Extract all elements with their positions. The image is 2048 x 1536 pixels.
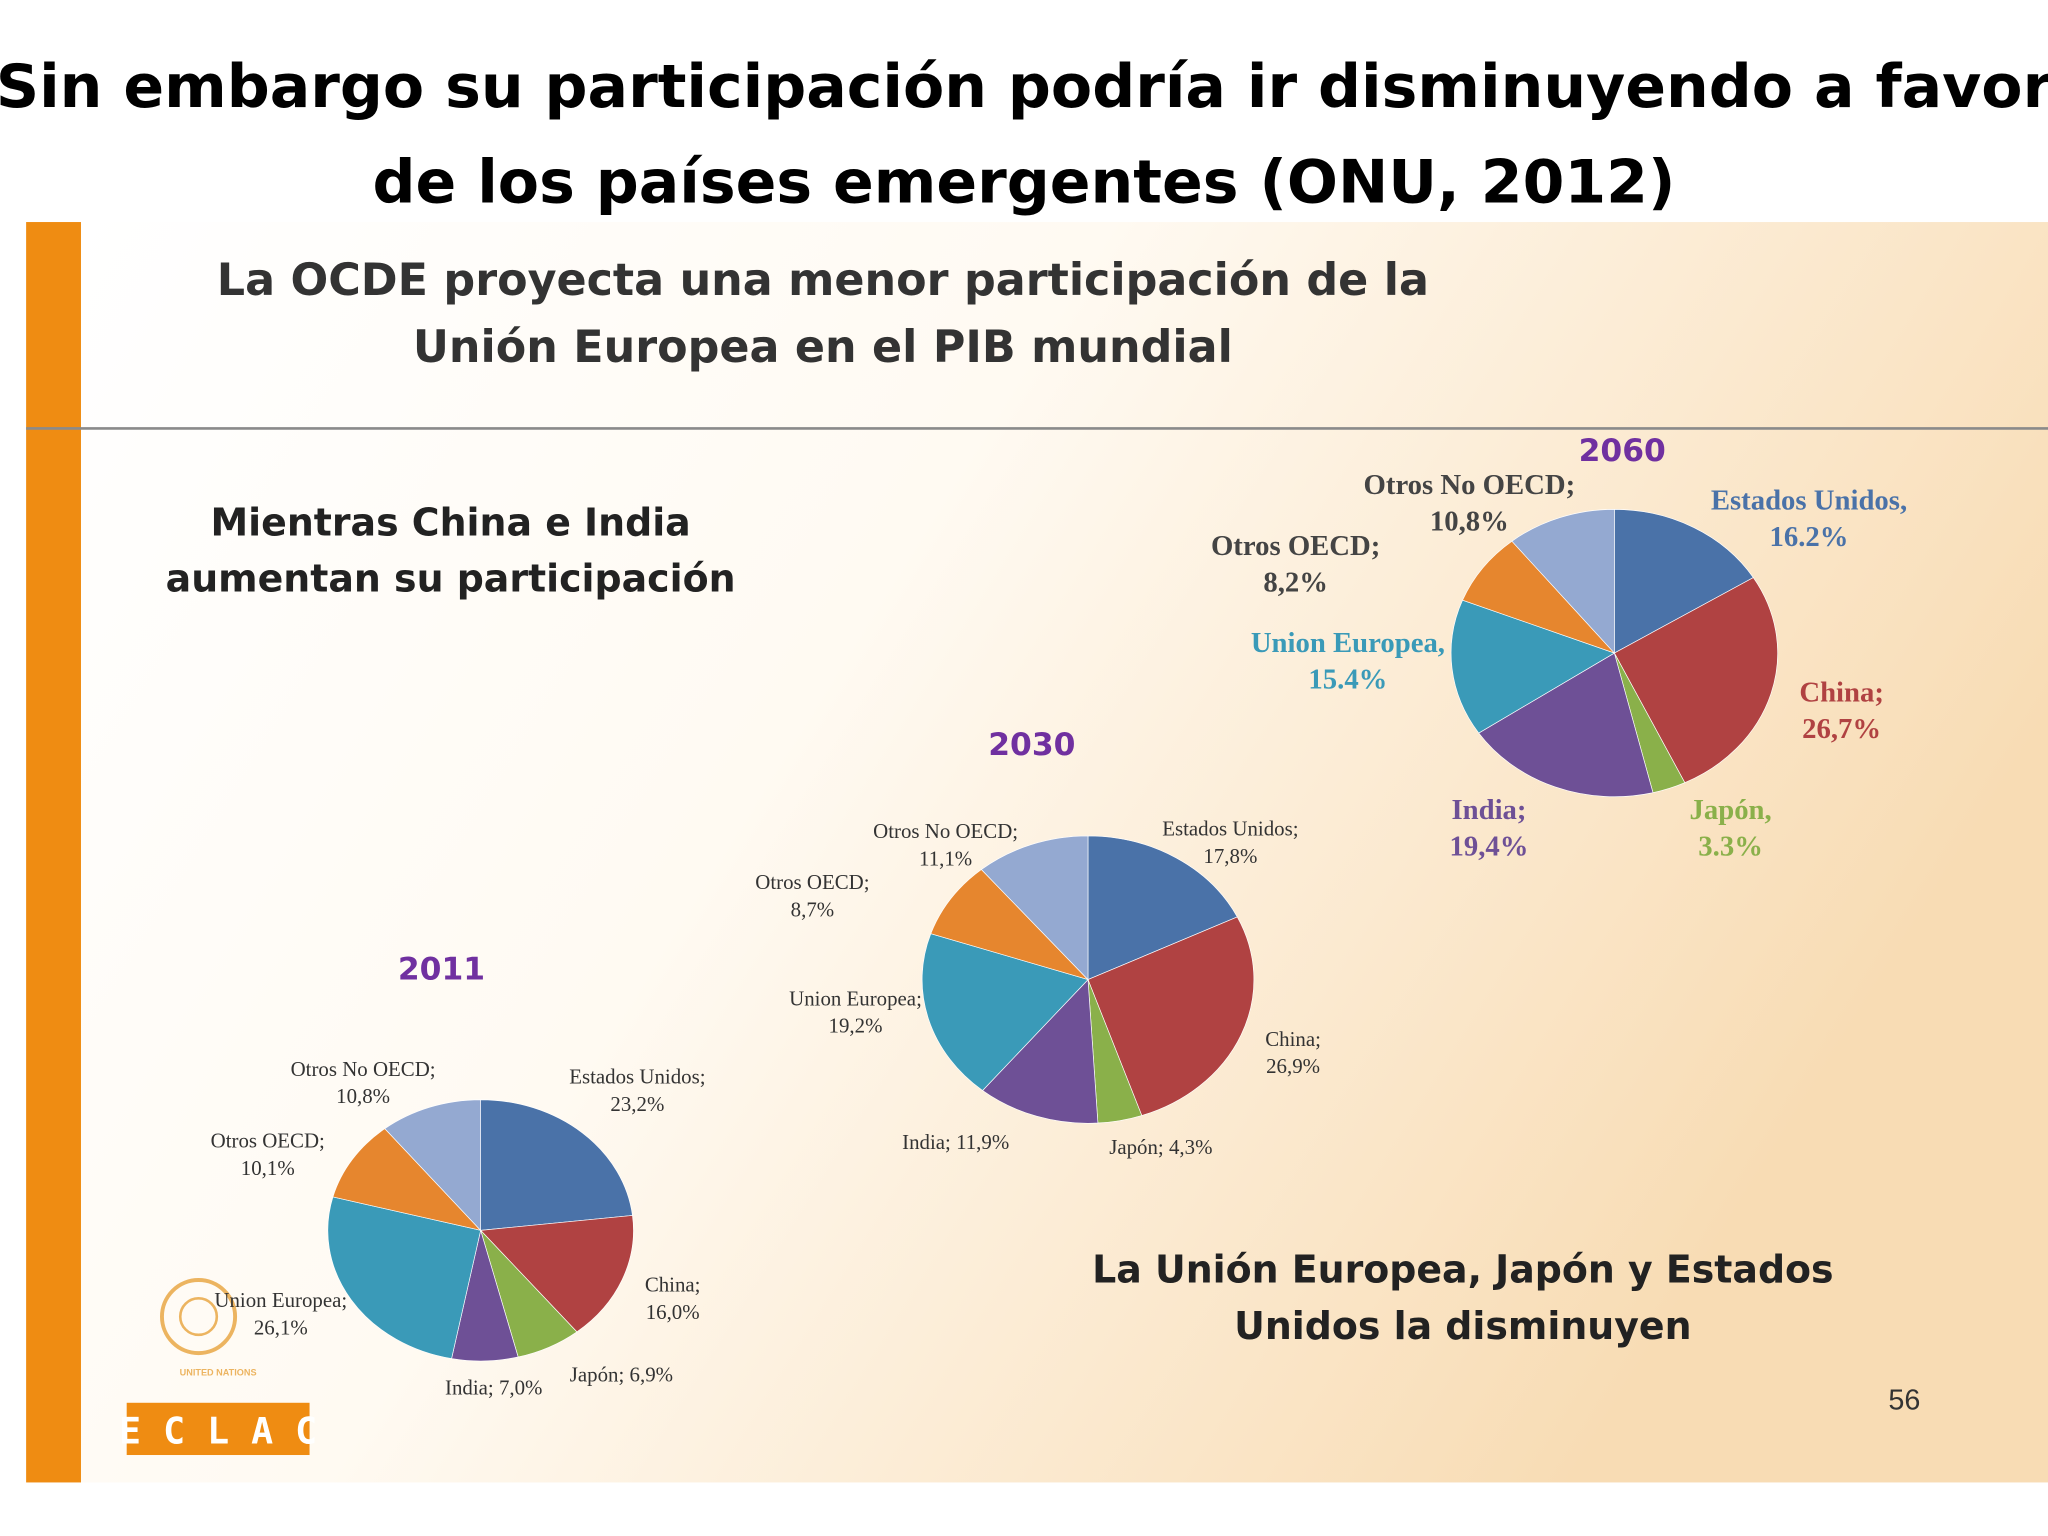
slice-label: Estados Unidos; (1162, 816, 1298, 840)
slice-value-label: 19,4% (1449, 831, 1528, 863)
slice-label: Union Europea; (214, 1288, 347, 1312)
slice-label: Otros OECD; (755, 870, 869, 894)
slice-value-label: 11,9% (956, 1130, 1009, 1154)
un-logo: UNITED NATIONS (160, 1278, 257, 1377)
slice-label: China; (1799, 676, 1884, 708)
slice-value-label: 10,8% (1430, 505, 1509, 537)
pie-slice (982, 978, 1099, 1124)
slice-label: Union Europea, (1251, 627, 1445, 659)
side-bar (26, 222, 81, 1483)
note: La Unión Europea, Japón y Estados (1092, 1248, 1833, 1292)
slide-heading: La OCDE proyecta una menor participación… (217, 255, 1429, 306)
slice-label: Japón, (1690, 794, 1772, 826)
pie-slice (1613, 577, 1778, 784)
chart-title: 2011 (398, 952, 485, 988)
pie-slice (1511, 509, 1615, 654)
page-number: 56 (1888, 1384, 1920, 1416)
slice-label: Japón; (1109, 1135, 1164, 1159)
pie-slice (921, 933, 1089, 1091)
slice-label: Otros OECD; (211, 1129, 325, 1153)
slice-label: Otros No OECD; (873, 819, 1018, 843)
slice-label: Estados Unidos; (569, 1065, 705, 1089)
note: Mientras China e India (210, 501, 690, 545)
eclac-box (126, 1402, 310, 1456)
pie-slice (1450, 599, 1616, 734)
slice-value-label: 16.2% (1769, 521, 1848, 553)
pie-slice (480, 1099, 633, 1231)
pie-slice (980, 835, 1089, 981)
logo-text: UNITED NATIONS (180, 1367, 257, 1377)
slice-value-label: 7,0% (499, 1376, 542, 1400)
pie-slice (384, 1099, 481, 1232)
slice-label: India; (445, 1376, 494, 1400)
slide-heading: Unión Europea en el PIB mundial (413, 322, 1233, 373)
page-title: de los países emergentes (ONU, 2012) (373, 147, 1676, 217)
slice-value-label: 8,7% (791, 897, 834, 921)
slice-label: India; (1451, 794, 1526, 826)
slice-label: Otros No OECD; (291, 1057, 436, 1081)
page-title: Sin embargo su participación podría ir d… (0, 52, 2048, 122)
pie-slice (1087, 835, 1238, 981)
eclac-text: E C L A C (119, 1409, 317, 1452)
slice-value-label: 11,1% (919, 847, 972, 871)
slice-value-label: 8,2% (1263, 567, 1328, 599)
slice-value-label: 6,9% (630, 1362, 673, 1386)
pie-slice (1478, 652, 1654, 798)
slice-label: China; (645, 1272, 701, 1296)
slice-value-label: 17,8% (1203, 844, 1257, 868)
pie-slice (1614, 509, 1754, 654)
slice-value-label: 16,0% (646, 1300, 700, 1324)
slice-value-label: 19,2% (829, 1014, 883, 1038)
slice-value-label: 15.4% (1308, 663, 1387, 695)
slice-label: Japón; (570, 1362, 625, 1386)
note: Unidos la disminuyen (1234, 1304, 1691, 1348)
slice-label: Estados Unidos, (1711, 484, 1907, 516)
slice-label: Otros OECD; (1211, 530, 1380, 562)
pie-slice (930, 869, 1090, 981)
logo-circle (178, 1296, 219, 1337)
slice-label: China; (1265, 1027, 1321, 1051)
slice-value-label: 3.3% (1698, 831, 1763, 863)
pie-slice (327, 1196, 482, 1359)
note: aumentan su participación (166, 557, 736, 601)
slice-value-label: 23,2% (610, 1092, 664, 1116)
chart-title: 2060 (1579, 433, 1666, 469)
pie-slice (332, 1128, 482, 1231)
pie-slice (1087, 916, 1255, 1116)
slice-label: India; (902, 1130, 951, 1154)
slice-value-label: 26,1% (254, 1315, 308, 1339)
slice-label: Union Europea; (789, 986, 922, 1010)
slice-value-label: 26,9% (1266, 1054, 1320, 1078)
slice-value-label: 10,8% (336, 1084, 390, 1108)
slice-label: Otros No OECD; (1364, 469, 1576, 501)
slice-value-label: 26,7% (1802, 713, 1881, 745)
slice-value-label: 10,1% (241, 1156, 295, 1180)
pie-slice (479, 1215, 634, 1333)
logo-circle (160, 1278, 238, 1356)
slice-value-label: 4,3% (1169, 1135, 1212, 1159)
chart-title: 2030 (988, 727, 1075, 763)
